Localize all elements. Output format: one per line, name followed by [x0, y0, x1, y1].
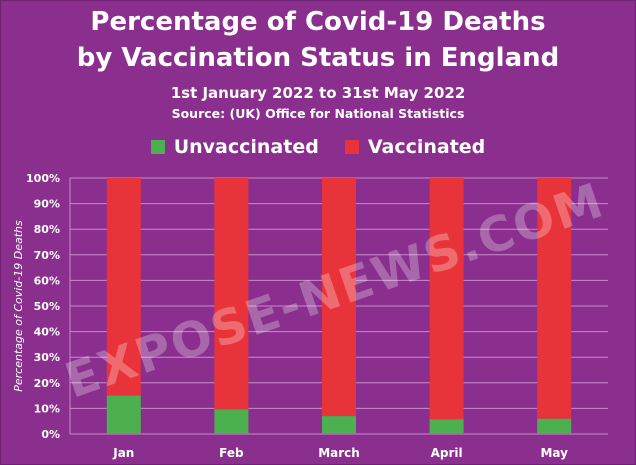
y-tick-label: 20%	[34, 377, 60, 390]
x-tick-label: Feb	[219, 446, 244, 460]
y-tick-label: 70%	[34, 249, 60, 262]
bar-vaccinated-april	[429, 178, 464, 420]
y-tick-label: 50%	[34, 300, 60, 313]
legend-item-unvaccinated: Unvaccinated	[150, 136, 319, 158]
legend-swatch-vaccinated	[344, 140, 359, 154]
y-axis-label: Percentage of Covid-19 Deaths	[12, 220, 25, 392]
legend-label-vaccinated: Vaccinated	[367, 136, 486, 158]
y-tick-label: 80%	[34, 223, 60, 236]
x-tick-label: Jan	[112, 446, 134, 460]
bar-unvaccinated-march	[322, 416, 356, 434]
chart-legend: Unvaccinated Vaccinated	[0, 136, 636, 158]
x-tick-label: April	[431, 446, 463, 460]
bar-unvaccinated-jan	[106, 395, 141, 434]
chart-source: Source: (UK) Office for National Statist…	[171, 106, 465, 121]
chart-subtitle: 1st January 2022 to 31st May 2022	[170, 84, 466, 102]
chart-title-line2: by Vaccination Status in England	[76, 43, 560, 73]
x-tick-label: March	[318, 446, 360, 460]
y-tick-label: 100%	[26, 172, 60, 185]
bar-unvaccinated-may	[537, 418, 572, 434]
y-tick-label: 0%	[41, 428, 60, 441]
bar-vaccinated-feb	[214, 178, 249, 410]
x-tick-label: May	[540, 446, 568, 460]
y-tick-label: 90%	[34, 198, 60, 211]
bar-unvaccinated-feb	[214, 409, 249, 434]
bars	[106, 178, 572, 434]
chart-title-line1: Percentage of Covid-19 Deaths	[90, 7, 546, 37]
y-axis-ticks: 0% 10% 20% 30% 40% 50% 60% 70% 80% 90% 100%	[26, 172, 60, 441]
x-axis-ticks: Jan Feb March April May	[112, 446, 568, 460]
legend-item-vaccinated: Vaccinated	[344, 136, 486, 158]
y-tick-label: 30%	[34, 351, 60, 364]
bar-unvaccinated-april	[429, 419, 464, 434]
bar-vaccinated-jan	[106, 178, 141, 396]
y-tick-label: 60%	[34, 274, 60, 287]
bar-vaccinated-march	[322, 178, 356, 417]
y-tick-label: 40%	[34, 326, 60, 339]
legend-swatch-unvaccinated	[150, 140, 165, 154]
y-tick-label: 10%	[34, 402, 60, 415]
bar-vaccinated-may	[537, 178, 572, 419]
legend-label-unvaccinated: Unvaccinated	[173, 136, 319, 158]
